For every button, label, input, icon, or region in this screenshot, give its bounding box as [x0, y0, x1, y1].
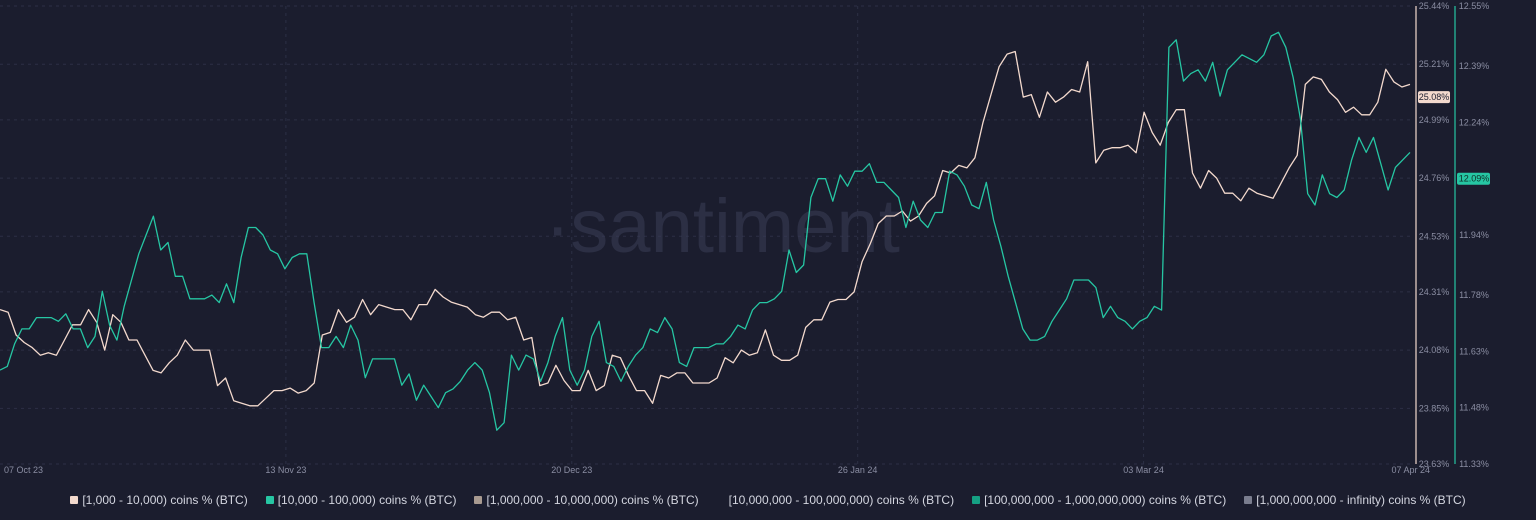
y-right-tick-label: 11.63%	[1459, 346, 1489, 356]
x-tick-label: 07 Oct 23	[4, 465, 43, 475]
y-left-tick-label: 24.53%	[1419, 231, 1450, 241]
badge-text: 12.09%	[1459, 174, 1490, 184]
last-value-badge-right: 12.09%	[1457, 172, 1490, 185]
axis-labels: 25.44% 25.21% 24.99% 24.76% 24.53% 24.31% 24.0…	[4, 1, 1490, 475]
legend-label: [10,000 - 100,000) coins % (BTC)	[277, 493, 457, 507]
y-right-tick-label: 12.24%	[1459, 117, 1490, 127]
badge-text: 25.08%	[1419, 92, 1450, 102]
legend-item[interactable]: [1,000 - 10,000) coins % (BTC)	[70, 490, 248, 510]
watermark: ·santiment	[545, 184, 900, 269]
y-right-tick-label: 11.48%	[1459, 403, 1489, 413]
y-left-tick-label: 24.31%	[1419, 287, 1450, 297]
legend-item[interactable]: [10,000 - 100,000) coins % (BTC)	[265, 490, 457, 510]
y-right-tick-label: 12.39%	[1459, 61, 1490, 71]
grid	[0, 5, 1414, 465]
y-left-tick-label: 25.21%	[1419, 59, 1450, 69]
y-right-tick-label: 12.55%	[1459, 1, 1490, 11]
y-left-tick-label: 25.44%	[1419, 1, 1450, 11]
y-left-tick-label: 23.63%	[1419, 459, 1450, 469]
x-tick-label: 03 Mar 24	[1123, 465, 1164, 475]
x-tick-label: 20 Dec 23	[551, 465, 592, 475]
legend-swatch	[972, 496, 981, 504]
last-value-badge-left: 25.08%	[1418, 91, 1450, 104]
x-tick-label: 07 Apr 24	[1391, 465, 1430, 475]
x-tick-label: 13 Nov 23	[265, 465, 306, 475]
y-left-tick-label: 24.76%	[1419, 173, 1450, 183]
legend-label: [1,000 - 10,000) coins % (BTC)	[82, 493, 248, 507]
series-line-1000-10000	[0, 50, 1411, 407]
y-right-tick-label: 11.78%	[1459, 290, 1489, 300]
legend-label: [1,000,000,000 - infinity) coins % (BTC)	[1256, 493, 1466, 507]
badge-bg	[1457, 172, 1490, 185]
y-right-tick-label: 11.94%	[1459, 230, 1489, 240]
axes	[1415, 6, 1456, 464]
legend-swatch	[265, 496, 274, 504]
legend-swatch	[717, 496, 725, 504]
y-left-tick-label: 23.85%	[1419, 403, 1450, 413]
legend-item[interactable]: [1,000,000,000 - infinity) coins % (BTC)	[1244, 490, 1466, 510]
legend-swatch	[1244, 496, 1253, 504]
legend-swatch	[70, 496, 79, 504]
legend-label: [10,000,000 - 100,000,000) coins % (BTC)	[728, 493, 955, 507]
y-left-tick-label: 24.99%	[1419, 115, 1450, 125]
y-left-tick-label: 24.08%	[1419, 345, 1450, 355]
x-tick-label: 26 Jan 24	[838, 465, 878, 475]
legend-label: [1,000,000 - 10,000,000) coins % (BTC)	[486, 493, 699, 507]
legend: [1,000 - 10,000) coins % (BTC) [10,000 - …	[0, 490, 1536, 510]
legend-item[interactable]: [10,000,000 - 100,000,000) coins % (BTC)	[717, 490, 954, 510]
legend-item[interactable]: [100,000,000 - 1,000,000,000) coins % (B…	[972, 490, 1226, 510]
legend-item[interactable]: [1,000,000 - 10,000,000) coins % (BTC)	[474, 490, 699, 510]
legend-label: [100,000,000 - 1,000,000,000) coins % (B…	[984, 493, 1227, 507]
series-line-10000-100000	[0, 31, 1411, 431]
series-layer	[0, 31, 1411, 431]
line-chart: ·santiment 25.44% 25.21% 24.99% 24.76% 24.53…	[0, 1, 1490, 475]
legend-swatch	[474, 496, 483, 504]
y-right-tick-label: 11.33%	[1459, 459, 1489, 469]
badge-bg	[1418, 91, 1450, 104]
